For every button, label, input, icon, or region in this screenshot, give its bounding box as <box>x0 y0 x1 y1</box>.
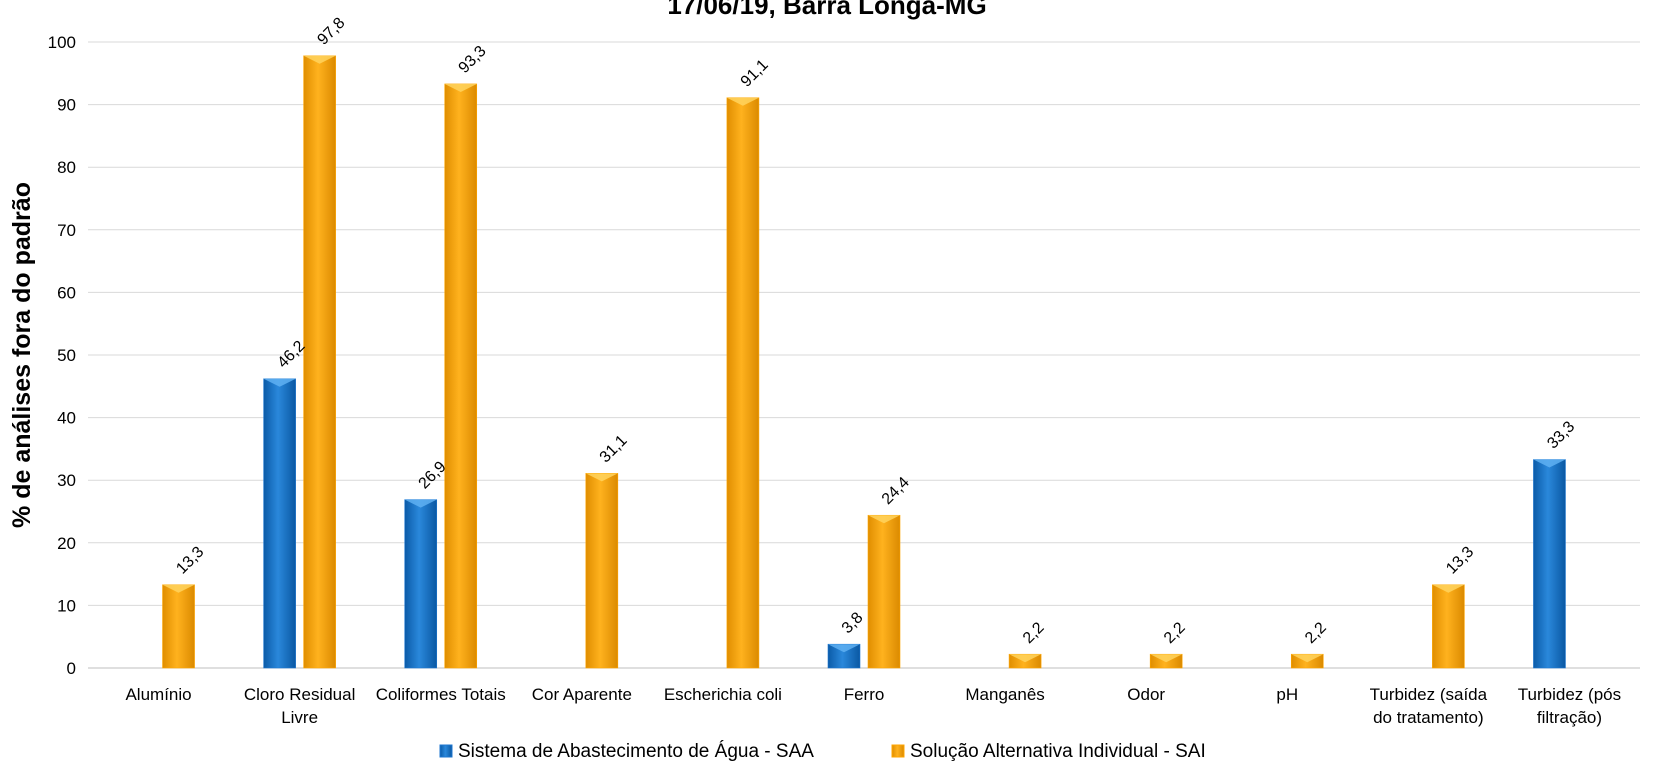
bar-sai <box>726 97 760 669</box>
data-label: 97,8 <box>314 14 348 48</box>
x-category-label: pH <box>1276 685 1298 704</box>
legend-swatch <box>439 744 453 758</box>
y-tick-label: 80 <box>57 158 76 177</box>
y-tick-label: 40 <box>57 409 76 428</box>
grid-lines <box>88 41 1640 669</box>
data-label: 93,3 <box>456 43 490 77</box>
data-label: 2,2 <box>1302 619 1330 647</box>
x-axis-categories: Alumínio Cloro Residual Livre Coliformes To… <box>125 685 1621 727</box>
y-tick-label: 90 <box>57 96 76 115</box>
bar-bevel <box>585 473 618 482</box>
x-category-label: Odor <box>1127 685 1165 704</box>
y-tick-label: 20 <box>57 534 76 553</box>
x-category-label: Alumínio <box>125 685 191 704</box>
bar-sai <box>162 584 195 669</box>
y-tick-label: 70 <box>57 221 76 240</box>
bar-bevel <box>1432 584 1465 593</box>
data-label: 2,2 <box>1161 619 1189 647</box>
legend-swatch <box>891 744 905 758</box>
bar-sai <box>867 514 901 669</box>
bar-bevel <box>303 55 336 64</box>
data-label: 31,1 <box>597 432 631 466</box>
bar-sai <box>1432 584 1465 669</box>
data-label: 3,8 <box>839 609 867 637</box>
bar-bevel <box>162 584 195 593</box>
y-tick-label: 60 <box>57 283 76 302</box>
y-tick-label: 100 <box>48 33 76 52</box>
x-category-label: Coliformes Totais <box>376 685 506 704</box>
bar-saa <box>404 499 438 669</box>
legend: Sistema de Abastecimento de Água - SAA So… <box>439 741 1206 762</box>
bar-sai <box>303 55 336 669</box>
data-label: 33,3 <box>1544 418 1578 452</box>
y-tick-label: 50 <box>57 346 76 365</box>
y-tick-label: 10 <box>57 596 76 615</box>
x-category-label: Turbidez (saída do tratamento) <box>1370 685 1488 727</box>
data-label: 91,1 <box>738 56 772 90</box>
x-category-label: Cloro Residual Livre <box>244 685 356 727</box>
x-category-label: Escherichia coli <box>664 685 782 704</box>
x-category-label: Turbidez (pós filtração) <box>1518 685 1621 727</box>
legend-label: Solução Alternativa Individual - SAI <box>910 741 1206 762</box>
x-category-label: Manganês <box>965 685 1044 704</box>
bar-saa <box>263 378 296 669</box>
bar-sai <box>444 83 478 669</box>
bar-bevel <box>1009 654 1042 663</box>
bar-bevel <box>263 378 296 387</box>
bar-bevel <box>1291 654 1324 663</box>
bar-bevel <box>404 499 437 508</box>
y-axis-ticks: 0 10 20 30 40 50 60 70 80 90 100 <box>48 33 76 678</box>
y-tick-label: 0 <box>67 659 76 678</box>
chart-title: 17/06/19, Barra Longa-MG <box>667 0 986 20</box>
data-label: 24,4 <box>879 474 913 508</box>
bar-bevel <box>828 644 860 653</box>
bar-bevel <box>1150 654 1183 663</box>
bar-bevel <box>444 83 477 92</box>
bars <box>162 55 1566 669</box>
data-label: 13,3 <box>173 543 207 577</box>
x-category-label: Cor Aparente <box>532 685 632 704</box>
y-axis-label: % de análises fora do padrão <box>8 182 36 528</box>
bar-bevel <box>868 515 900 524</box>
legend-label: Sistema de Abastecimento de Água - SAA <box>458 741 814 762</box>
bar-sai <box>585 473 619 669</box>
y-tick-label: 30 <box>57 471 76 490</box>
data-label: 13,3 <box>1443 543 1477 577</box>
bar-bevel <box>726 97 759 106</box>
bar-bevel <box>1533 459 1566 468</box>
bar-saa <box>1533 459 1566 669</box>
data-label: 2,2 <box>1020 619 1048 647</box>
x-category-label: Ferro <box>844 685 885 704</box>
